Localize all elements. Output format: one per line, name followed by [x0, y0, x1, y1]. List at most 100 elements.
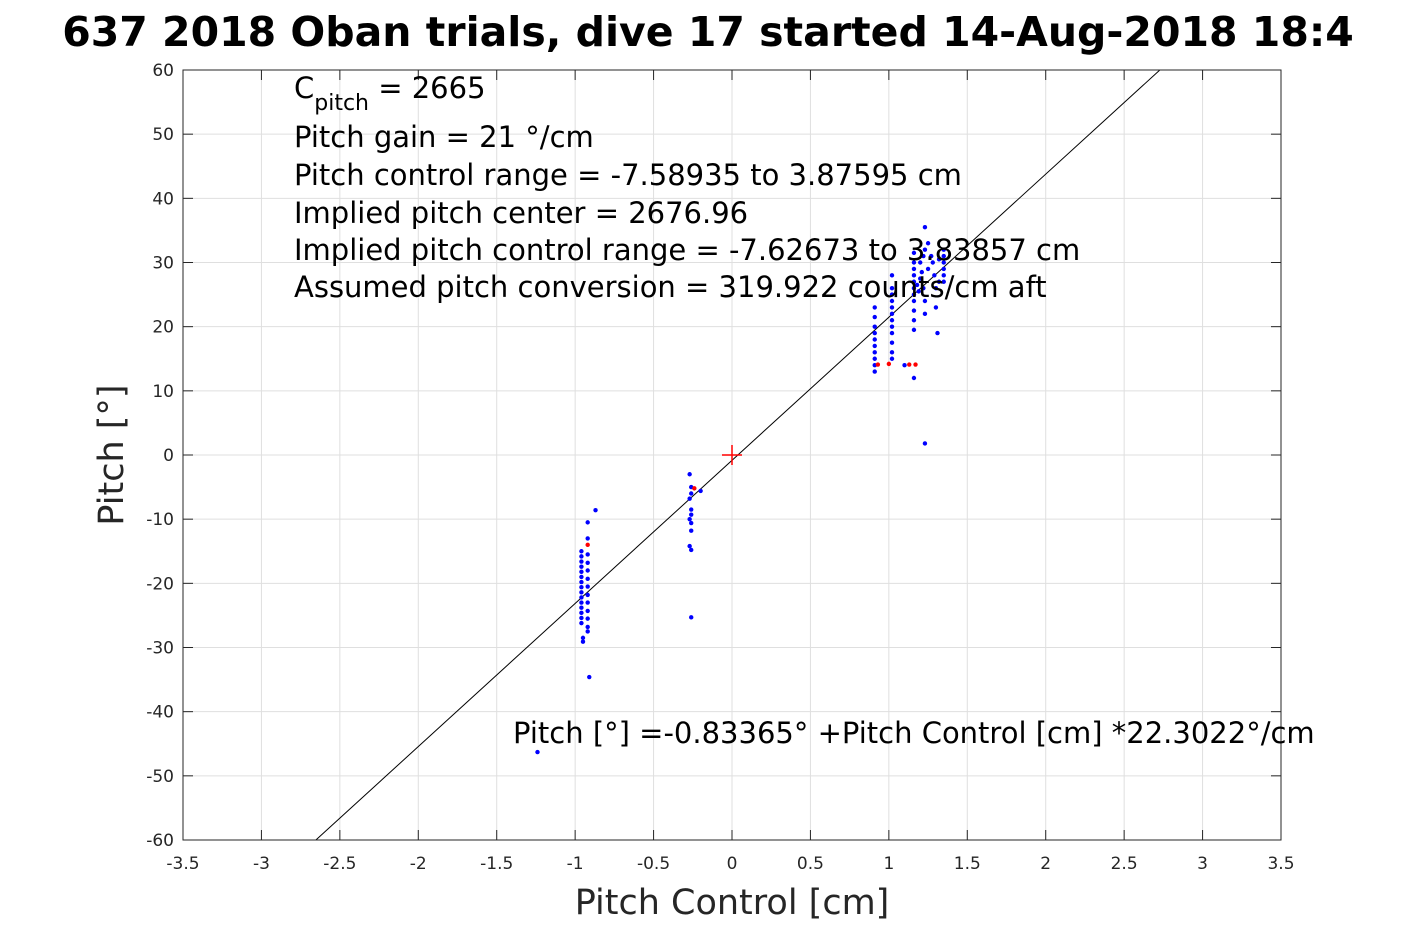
- pitch-gain-annotation: Pitch gain = 21 °/cm: [294, 120, 594, 154]
- c-pitch-subscript: pitch: [314, 91, 369, 116]
- data-point: [941, 273, 946, 278]
- x-tick-label: 2.5: [1111, 854, 1138, 874]
- x-tick-label: 2: [1040, 854, 1051, 874]
- data-point: [579, 610, 584, 616]
- ticks: [182, 69, 1282, 841]
- highlight-point: [907, 362, 912, 367]
- y-tick-label: 60: [152, 61, 174, 81]
- data-point: [918, 260, 923, 265]
- data-point: [689, 512, 694, 517]
- data-point: [911, 308, 917, 313]
- data-point: [933, 285, 939, 291]
- data-point: [911, 273, 917, 278]
- data-point: [941, 253, 946, 259]
- data-point: [580, 639, 586, 644]
- data-point: [579, 590, 584, 595]
- data-point: [585, 616, 590, 621]
- data-point: [902, 362, 907, 368]
- data-point: [922, 311, 928, 317]
- x-tick-label: -1.5: [480, 854, 513, 874]
- data-point: [579, 559, 584, 564]
- x-tick-label: -3: [253, 854, 270, 874]
- data-point: [698, 488, 703, 494]
- data-point: [925, 241, 931, 246]
- chart-title: 637 2018 Oban trials, dive 17 started 14…: [62, 8, 1354, 56]
- data-point: [919, 269, 924, 275]
- data-point: [579, 615, 584, 621]
- data-point: [889, 311, 895, 317]
- c-pitch-base: C: [294, 71, 314, 105]
- data-point: [585, 536, 590, 541]
- y-tick-label: 50: [152, 125, 174, 145]
- data-point: [872, 369, 877, 374]
- data-point: [689, 528, 694, 533]
- data-point: [911, 298, 917, 304]
- data-point: [579, 579, 584, 585]
- x-tick-label: -3.5: [166, 854, 199, 874]
- highlight-point: [692, 486, 697, 491]
- implied-pitch-center-annotation: Implied pitch center = 2676.96: [294, 196, 748, 230]
- data-point: [872, 343, 877, 349]
- center-marker-layer: [722, 445, 742, 465]
- data-point: [687, 472, 692, 477]
- data-point: [889, 292, 895, 297]
- x-tick-label: -1: [567, 854, 584, 874]
- data-point: [580, 635, 586, 641]
- data-point: [911, 266, 917, 272]
- data-point: [585, 608, 590, 614]
- c-pitch-value: = 2665: [369, 71, 486, 105]
- data-point: [889, 356, 895, 361]
- c-pitch-annotation: Cpitch = 2665: [294, 71, 486, 116]
- y-tick-label: -50: [146, 767, 174, 787]
- x-tick-label: 3.5: [1267, 854, 1294, 874]
- data-point: [585, 624, 590, 630]
- implied-pitch-control-range-annotation: Implied pitch control range = -7.62673 t…: [294, 233, 1080, 267]
- data-point: [911, 279, 917, 284]
- data-point: [930, 260, 935, 265]
- data-point: [687, 543, 692, 549]
- x-tick-label: 1: [883, 854, 894, 874]
- data-point: [929, 253, 934, 259]
- x-axis-label: Pitch Control [cm]: [575, 883, 890, 923]
- y-axis-label: Pitch [°]: [92, 384, 132, 525]
- data-point: [889, 324, 895, 329]
- x-tick-label: 0.5: [797, 854, 824, 874]
- data-point: [872, 330, 877, 336]
- data-point: [935, 330, 940, 336]
- x-tick-labels: -3.5 -3 -2.5 -2 -1.5 -1 -0.5 0 0.5 1 1.5 2 2.5 3 3.5: [166, 854, 1294, 874]
- data-point: [911, 250, 917, 256]
- data-point: [922, 441, 928, 446]
- x-tick-label: -2.5: [323, 854, 356, 874]
- data-point: [872, 356, 877, 361]
- data-point: [687, 516, 692, 522]
- data-point: [889, 318, 895, 323]
- highlight-point: [585, 542, 590, 548]
- y-tick-label: -10: [146, 510, 174, 530]
- data-point: [585, 560, 590, 565]
- y-tick-label: 20: [152, 318, 174, 338]
- data-point: [585, 520, 590, 525]
- data-point: [585, 584, 590, 589]
- data-point: [579, 595, 584, 600]
- data-point: [889, 298, 895, 304]
- data-point: [579, 549, 584, 554]
- highlight-point: [886, 361, 892, 367]
- data-point: [889, 350, 895, 355]
- data-point: [911, 260, 917, 265]
- data-point: [889, 330, 895, 336]
- data-point: [872, 337, 877, 342]
- data-point: [922, 225, 928, 230]
- data-point: [941, 266, 946, 272]
- data-point: [585, 629, 590, 634]
- data-point: [585, 592, 590, 598]
- data-point: [579, 574, 584, 580]
- data-point: [936, 279, 942, 284]
- y-tick-labels: 60 50 40 30 20 10 0 -10 -20 -30 -40 -50 -60: [146, 61, 174, 851]
- data-point: [579, 600, 584, 605]
- data-point: [689, 615, 694, 620]
- data-point: [916, 289, 921, 294]
- y-tick-label: -40: [146, 703, 174, 723]
- highlight-point: [913, 362, 918, 367]
- data-point: [921, 253, 926, 259]
- y-tick-label: 0: [163, 446, 174, 466]
